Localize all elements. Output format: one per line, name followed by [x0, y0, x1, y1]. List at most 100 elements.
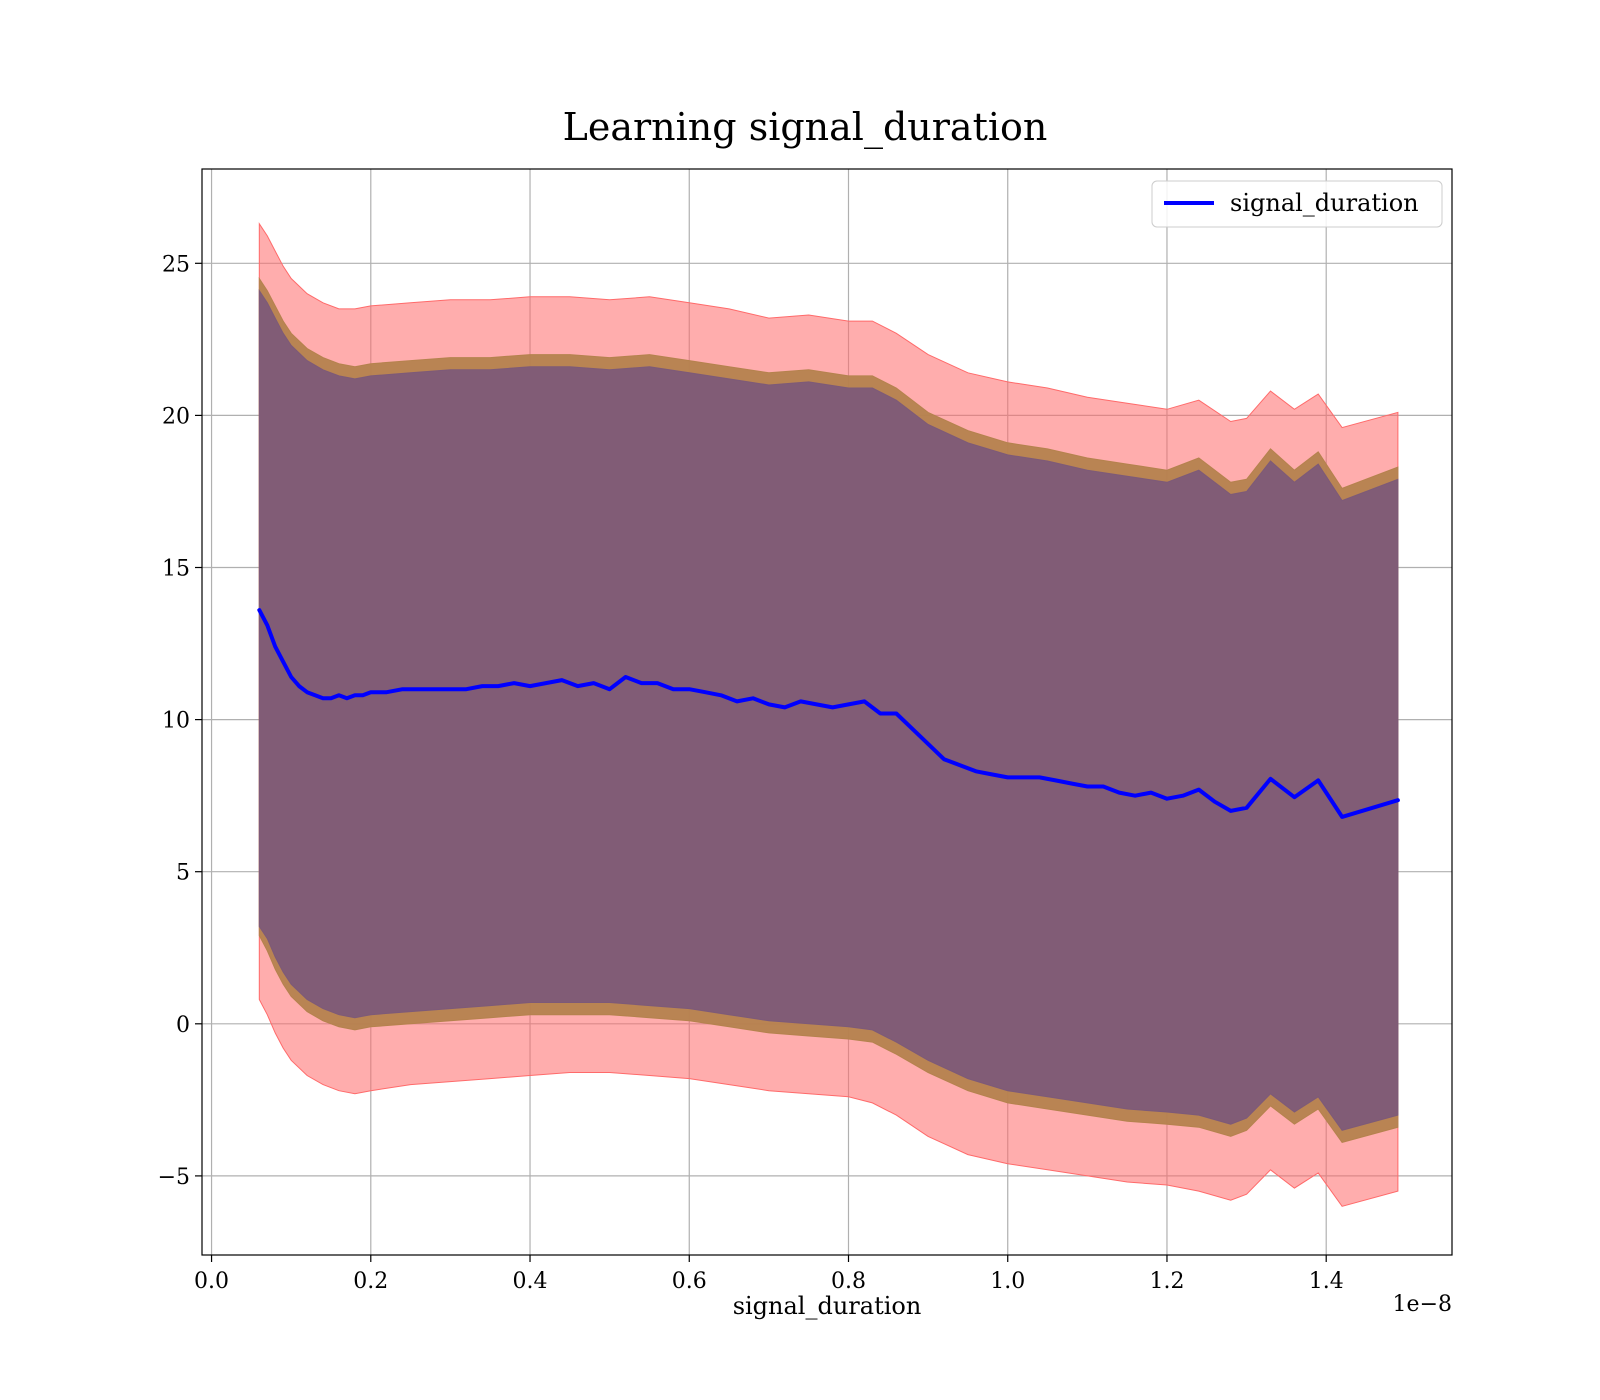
series-point-signal-duration — [719, 693, 723, 697]
series-point-signal-duration — [1292, 795, 1296, 799]
series-point-signal-duration — [257, 608, 261, 612]
series-point-signal-duration — [528, 684, 532, 688]
x-tick-label: 1.2 — [1149, 1269, 1184, 1294]
series-point-signal-duration — [544, 681, 548, 685]
series-point-signal-duration — [608, 687, 612, 691]
series-point-signal-duration — [1053, 778, 1058, 783]
series-point-signal-duration — [1101, 784, 1105, 789]
series-point-signal-duration — [1244, 806, 1249, 810]
series-point-signal-duration — [958, 763, 962, 767]
series-point-signal-duration — [592, 681, 596, 685]
series-point-signal-duration — [1396, 798, 1400, 802]
series-point-signal-duration — [703, 690, 707, 694]
series-point-signal-duration — [1117, 791, 1121, 795]
x-tick-label: 0.6 — [672, 1269, 707, 1294]
series-point-signal-duration — [385, 690, 389, 694]
series-point-signal-duration — [1213, 800, 1217, 804]
series-point-signal-duration — [289, 675, 293, 679]
series-point-signal-duration — [751, 696, 755, 700]
y-tick-label: 10 — [162, 709, 190, 734]
x-axis-ticks: 0.0 0.2 0.4 0.6 0.8 1.0 1.2 1.4 — [194, 1255, 1344, 1294]
series-point-signal-duration — [353, 693, 357, 697]
series-point-signal-duration — [942, 757, 946, 761]
x-tick-label: 1.0 — [990, 1269, 1025, 1294]
series-point-signal-duration — [1037, 775, 1042, 780]
series-point-signal-duration — [783, 705, 787, 710]
x-axis-offset-label: 1e−8 — [1393, 1292, 1452, 1317]
y-tick-label: 15 — [162, 557, 190, 582]
series-point-signal-duration — [576, 684, 580, 688]
series-point-signal-duration — [639, 681, 644, 685]
series-point-signal-duration — [401, 687, 405, 691]
series-point-signal-duration — [329, 696, 333, 700]
series-point-signal-duration — [767, 702, 771, 706]
series-point-signal-duration — [321, 696, 325, 700]
series-point-signal-duration — [432, 687, 437, 691]
series-point-signal-duration — [830, 705, 835, 710]
series-point-signal-duration — [878, 711, 882, 716]
series-point-signal-duration — [1268, 777, 1273, 781]
series-point-signal-duration — [1181, 794, 1185, 798]
legend-label-signal-duration: signal_duration — [1230, 189, 1419, 217]
series-point-signal-duration — [623, 675, 628, 679]
series-point-signal-duration — [512, 681, 516, 685]
series-point-signal-duration — [560, 678, 564, 682]
y-axis-ticks: −5 0 5 10 15 20 25 — [158, 252, 202, 1190]
y-tick-label: 5 — [176, 861, 190, 886]
series-point-signal-duration — [1197, 787, 1201, 792]
series-point-signal-duration — [273, 644, 277, 649]
series-point-signal-duration — [281, 660, 285, 664]
series-point-signal-duration — [1165, 797, 1169, 801]
series-point-signal-duration — [671, 687, 675, 691]
series-point-signal-duration — [496, 684, 500, 688]
legend: signal_duration — [1151, 180, 1443, 228]
axes-frame — [201, 168, 1453, 1256]
legend-frame — [1151, 180, 1443, 228]
x-tick-label: 0.2 — [353, 1269, 388, 1294]
series-point-signal-duration — [1085, 784, 1089, 789]
y-tick-label: −5 — [158, 1165, 190, 1190]
series-point-signal-duration — [815, 702, 819, 706]
confidence-bands — [258, 222, 1399, 1207]
series-point-signal-duration — [480, 684, 484, 688]
y-tick-label: 20 — [162, 404, 190, 429]
series-point-signal-duration — [1149, 791, 1153, 795]
series-point-signal-duration — [1316, 778, 1320, 783]
series-point-signal-duration — [297, 684, 301, 688]
series-point-signal-duration — [1022, 775, 1026, 780]
inner-band-area — [258, 289, 1399, 1131]
y-tick-label: 25 — [162, 252, 190, 277]
x-axis-label: signal_duration — [733, 1292, 922, 1320]
x-tick-label: 0.8 — [831, 1269, 866, 1294]
series-point-signal-duration — [1229, 809, 1233, 813]
series-point-signal-duration — [361, 693, 365, 697]
series-point-signal-duration — [337, 693, 341, 697]
series-point-signal-duration — [862, 699, 867, 703]
series-point-signal-duration — [1340, 815, 1344, 819]
series-point-signal-duration — [990, 772, 994, 776]
series-point-signal-duration — [313, 693, 317, 697]
series-point-signal-duration — [464, 687, 468, 691]
x-tick-label: 0.0 — [194, 1269, 229, 1294]
series-point-signal-duration — [305, 690, 309, 694]
series-point-signal-duration — [448, 687, 453, 691]
series-point-signal-duration — [416, 687, 421, 691]
series-point-signal-duration — [846, 702, 851, 706]
y-tick-label: 0 — [176, 1013, 190, 1038]
chart-title: Learning signal_duration — [563, 105, 1048, 150]
series-point-signal-duration — [265, 623, 269, 627]
x-tick-label: 1.4 — [1309, 1269, 1344, 1294]
plot-area: 0.0 0.2 0.4 0.6 0.8 1.0 1.2 1.4 −5 0 5 10 15 20 25 — [158, 168, 1453, 1294]
series-point-signal-duration — [974, 769, 978, 773]
series-point-signal-duration — [1006, 775, 1010, 780]
series-point-signal-duration — [735, 699, 739, 703]
series-point-signal-duration — [1069, 781, 1074, 786]
series-point-signal-duration — [369, 690, 373, 694]
series-lines — [257, 608, 1400, 819]
series-point-signal-duration — [655, 681, 660, 685]
series-point-signal-duration — [345, 696, 349, 700]
series-point-signal-duration — [910, 727, 914, 731]
series-point-signal-duration — [926, 742, 930, 746]
series-point-signal-duration — [1133, 794, 1137, 798]
